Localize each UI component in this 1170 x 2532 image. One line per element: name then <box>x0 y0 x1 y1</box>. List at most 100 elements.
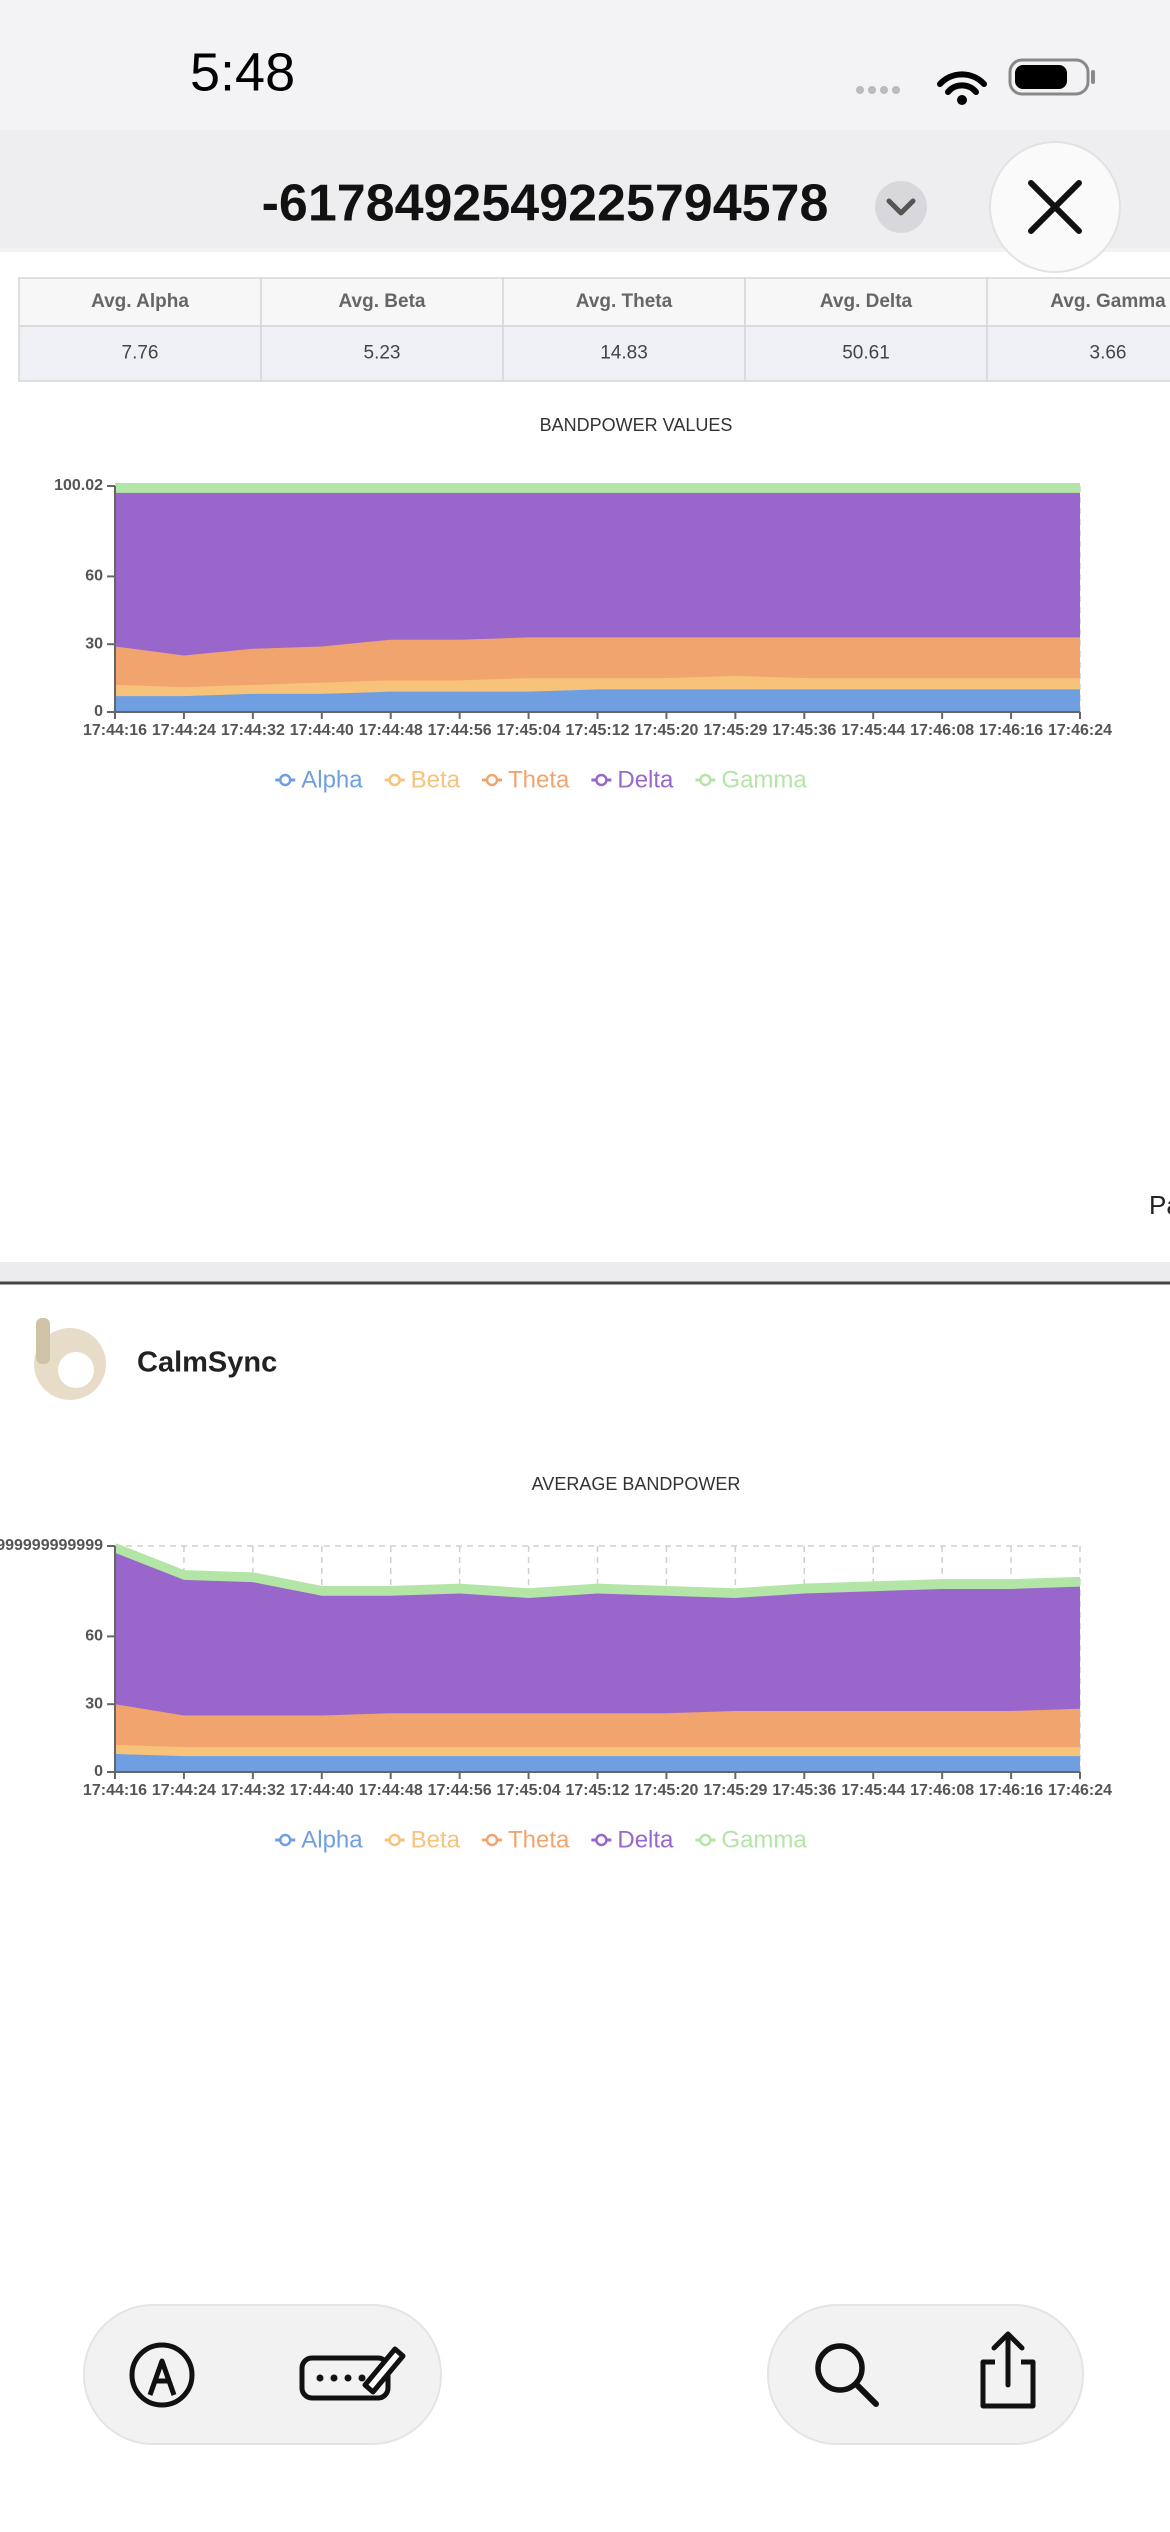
legend-item[interactable]: Theta <box>482 1826 570 1853</box>
x-tick-label: 17:44:56 <box>428 722 492 739</box>
chart-title: AVERAGE BANDPOWER <box>532 1474 741 1494</box>
x-tick-label: 17:44:32 <box>221 722 285 739</box>
table-cell <box>744 325 988 382</box>
legend-label: Gamma <box>721 766 807 793</box>
app-logo <box>34 1318 106 1400</box>
table-cell <box>986 325 1170 382</box>
legend-icon-dot <box>278 1833 292 1847</box>
x-tick-label: 17:46:16 <box>979 1782 1043 1799</box>
toolbar-left <box>83 2304 442 2445</box>
table-header: Avg. Gamma <box>1050 291 1166 312</box>
legend-item[interactable]: Gamma <box>695 1826 807 1853</box>
area-edge <box>114 636 1080 657</box>
legend-item[interactable]: Beta <box>384 766 461 793</box>
legend-icon-dot <box>485 1833 499 1847</box>
y-tick-label: 100.02 <box>54 477 103 494</box>
averages-table: Avg. Alpha Avg. Beta Avg. Theta Avg. Delta A… <box>18 277 1170 382</box>
table-value: 7.76 <box>122 343 159 364</box>
x-tick-label: 17:45:36 <box>772 722 836 739</box>
x-tick-label: 17:45:29 <box>703 722 767 739</box>
y-tick-label: 99.99999999999999 <box>0 1537 103 1554</box>
legend-icon-dot <box>595 773 608 787</box>
area-1 <box>115 675 1080 697</box>
close-button[interactable] <box>989 141 1121 273</box>
table-cell <box>502 325 746 382</box>
legend-item[interactable]: Beta <box>384 1826 461 1853</box>
document-title: -6178492549225794578 <box>262 175 829 233</box>
legend-item[interactable]: Delta <box>591 766 674 793</box>
legend-label: Alpha <box>301 1826 363 1853</box>
table-header-cell <box>260 277 504 327</box>
legend-item[interactable]: Delta <box>591 1826 674 1853</box>
x-tick-label: 17:46:08 <box>910 722 974 739</box>
area-3 <box>115 492 1080 656</box>
chart-title: BANDPOWER VALUES <box>540 415 733 435</box>
x-tick-label: 17:45:29 <box>703 1782 767 1799</box>
y-tick-label: 30 <box>85 635 103 652</box>
legend-icon-dot <box>595 1833 608 1847</box>
table-header-cell <box>744 277 988 327</box>
x-tick-label: 17:44:32 <box>221 1782 285 1799</box>
x-tick-label: 17:44:56 <box>428 1782 492 1799</box>
app-name: CalmSync <box>137 1347 277 1379</box>
legend-icon-dot <box>485 773 499 787</box>
legend-item[interactable]: Alpha <box>275 1826 363 1853</box>
legend-label: Delta <box>617 1826 674 1853</box>
legend-icon-dot <box>388 773 401 787</box>
x-tick-label: 17:44:16 <box>83 722 147 739</box>
legend-item[interactable]: Alpha <box>275 766 363 793</box>
legend-label: Alpha <box>301 766 363 793</box>
y-tick-label: 30 <box>85 1695 103 1712</box>
x-tick-label: 17:45:20 <box>634 722 698 739</box>
legend-item[interactable]: Theta <box>482 766 570 793</box>
form-fill-button[interactable] <box>299 2346 406 2401</box>
x-tick-label: 17:44:40 <box>290 722 354 739</box>
x-tick-label: 17:46:24 <box>1048 722 1112 739</box>
x-tick-label: 17:44:24 <box>152 1782 216 1799</box>
table-header: Avg. Beta <box>339 291 426 312</box>
x-tick-label: 17:44:48 <box>359 722 423 739</box>
legend-label: Beta <box>411 766 461 793</box>
table-value: 3.66 <box>1090 343 1127 364</box>
legend-icon-dot <box>699 773 712 787</box>
legend-label: Gamma <box>721 1826 807 1853</box>
legend-label: Delta <box>617 766 674 793</box>
table-header-cell <box>18 277 262 327</box>
search-button[interactable] <box>815 2343 879 2407</box>
y-tick-label: 60 <box>85 568 103 585</box>
area-3 <box>115 1552 1080 1716</box>
x-tick-label: 17:45:44 <box>841 1782 905 1799</box>
table-value: 5.23 <box>364 343 401 364</box>
table-header: Avg. Theta <box>576 291 673 312</box>
x-tick-label: 17:45:12 <box>565 722 629 739</box>
markup-button[interactable] <box>129 2342 195 2408</box>
legend-label: Beta <box>411 1826 461 1853</box>
area-2 <box>115 637 1080 688</box>
table-header: Avg. Alpha <box>91 291 189 312</box>
x-tick-label: 17:45:36 <box>772 1782 836 1799</box>
y-tick-label: 0 <box>94 1763 103 1780</box>
x-tick-label: 17:44:16 <box>83 1782 147 1799</box>
area-0 <box>115 689 1080 712</box>
table-value: 14.83 <box>600 343 648 364</box>
x-tick-label: 17:45:12 <box>565 1782 629 1799</box>
legend-item[interactable]: Gamma <box>695 766 807 793</box>
x-tick-label: 17:44:48 <box>359 1782 423 1799</box>
x-tick-label: 17:45:44 <box>841 722 905 739</box>
table-header-cell <box>502 277 746 327</box>
title-menu-button[interactable] <box>875 181 927 233</box>
table-cell <box>260 325 504 382</box>
legend-label: Theta <box>508 766 570 793</box>
area-0 <box>115 1753 1080 1772</box>
table-header: Avg. Delta <box>820 291 913 312</box>
legend-icon-dot <box>388 1833 401 1847</box>
share-button[interactable] <box>980 2331 1036 2409</box>
x-tick-label: 17:44:24 <box>152 722 216 739</box>
table-value: 50.61 <box>842 343 890 364</box>
charts: BANDPOWER VALUES 0 30 60 100.02 17:44:16 17:44… <box>0 415 1112 1854</box>
y-tick-label: 0 <box>94 703 103 720</box>
area-edge <box>113 1543 1081 1595</box>
x-tick-label: 17:46:16 <box>979 722 1043 739</box>
